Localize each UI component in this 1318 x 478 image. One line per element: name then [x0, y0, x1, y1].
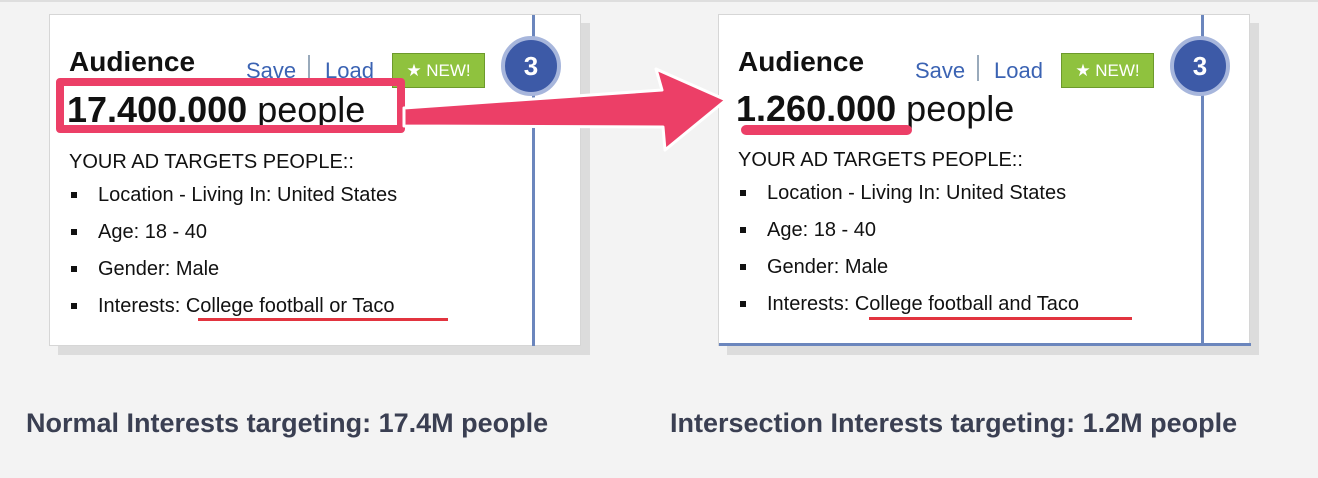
audience-count-unit: people: [906, 88, 1015, 129]
interests-prefix: Interests:: [98, 295, 186, 317]
bullet-icon: [71, 229, 77, 235]
caption-normal-targeting: Normal Interests targeting: 17.4M people: [26, 408, 549, 438]
target-age: Age: 18 - 40: [767, 219, 876, 241]
audience-count-unit: people: [257, 89, 366, 130]
new-badge[interactable]: ★ NEW!: [1061, 53, 1154, 88]
audience-card-intersection: 3 Audience Save Load ★ NEW! 1.260.000 pe…: [718, 14, 1251, 346]
list-item: Age: 18 - 40: [69, 218, 397, 255]
audience-title: Audience: [69, 46, 196, 77]
comparison-arrow-icon: [402, 67, 728, 152]
interests-prefix: Interests:: [767, 293, 855, 315]
list-item: Location - Living In: United States: [738, 179, 1079, 216]
audience-count: 1.260.000 people: [736, 88, 1014, 130]
list-item: Interests: College football and Taco: [738, 290, 1079, 327]
targets-list: Location - Living In: United States Age:…: [69, 181, 397, 329]
interests-underline: [198, 318, 448, 321]
targets-list: Location - Living In: United States Age:…: [738, 179, 1079, 327]
count-highlight-underline: [741, 125, 912, 135]
step-badge: 3: [1170, 36, 1230, 96]
step-badge: 3: [501, 36, 561, 96]
audience-title: Audience: [738, 46, 865, 77]
target-age: Age: 18 - 40: [98, 221, 207, 243]
interests-value: College football or Taco: [185, 295, 395, 317]
bullet-icon: [71, 192, 77, 198]
audience-count-value: 17.400.000: [67, 89, 248, 130]
target-gender: Gender: Male: [98, 258, 220, 280]
card-border-line: [1201, 15, 1204, 346]
top-divider: [0, 0, 1318, 2]
bullet-icon: [740, 264, 746, 270]
list-item: Interests: College football or Taco: [69, 292, 397, 329]
target-location: Location - Living In: United States: [98, 184, 398, 206]
link-separator: [977, 55, 979, 81]
list-item: Gender: Male: [738, 253, 1079, 290]
interests-value: College football and Taco: [854, 293, 1080, 315]
audience-card-normal: 3 Audience Save Load ★ NEW! 17.400.000 p…: [49, 14, 581, 346]
targets-heading: YOUR AD TARGETS PEOPLE::: [738, 149, 1023, 171]
target-location: Location - Living In: United States: [767, 182, 1067, 204]
audience-count: 17.400.000 people: [67, 89, 365, 131]
caption-intersection-targeting: Intersection Interests targeting: 1.2M p…: [670, 408, 1238, 438]
bullet-icon: [740, 227, 746, 233]
card-bottom-line: [719, 343, 1251, 346]
new-badge[interactable]: ★ NEW!: [392, 53, 485, 88]
list-item: Age: 18 - 40: [738, 216, 1079, 253]
audience-count-value: 1.260.000: [736, 88, 897, 129]
link-separator: [308, 55, 310, 81]
targets-heading: YOUR AD TARGETS PEOPLE::: [69, 151, 354, 173]
target-gender: Gender: Male: [767, 256, 889, 278]
bullet-icon: [71, 303, 77, 309]
bullet-icon: [740, 301, 746, 307]
list-item: Location - Living In: United States: [69, 181, 397, 218]
load-link[interactable]: Load: [994, 58, 1043, 83]
card-border-line: [532, 15, 535, 346]
list-item: Gender: Male: [69, 255, 397, 292]
save-link[interactable]: Save: [915, 58, 966, 83]
count-highlight-box: [56, 78, 405, 133]
bullet-icon: [71, 266, 77, 272]
interests-underline: [869, 317, 1132, 320]
bullet-icon: [740, 190, 746, 196]
